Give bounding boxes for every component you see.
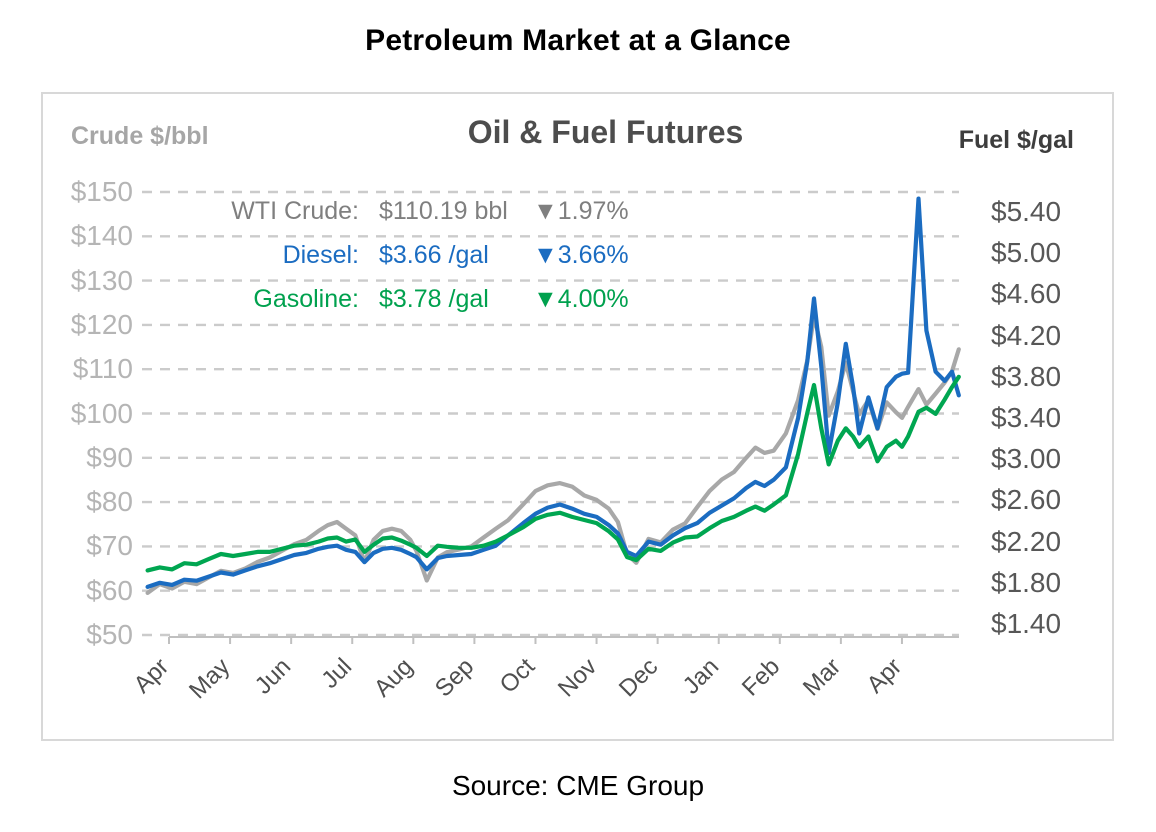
legend-value-diesel: $3.66 /gal <box>379 241 489 269</box>
source-caption: Source: CME Group <box>451 770 705 801</box>
legend-value-wti-crude: $110.19 bbl <box>379 197 508 225</box>
legend-change-gasoline: ▼4.00% <box>533 285 629 313</box>
line-chart-plot <box>142 190 961 644</box>
left-axis-tick-label: $150 <box>70 176 133 207</box>
right-axis-tick-label: $5.00 <box>991 237 1062 269</box>
right-axis-tick-label: $3.00 <box>991 443 1062 475</box>
right-axis-tick-label: $2.60 <box>991 484 1062 516</box>
left-axis-tick-label: $50 <box>86 619 133 650</box>
left-axis-tick-label: $70 <box>86 530 133 562</box>
right-axis-tick-label: $3.40 <box>991 402 1062 433</box>
left-axis-tick-label: $100 <box>70 397 133 429</box>
left-axis-tick-label: $120 <box>70 308 133 340</box>
legend-label-wti-crude: WTI Crude: <box>231 197 359 225</box>
left-axis-tick-label: $60 <box>86 574 133 606</box>
right-axis-title: Fuel $/gal <box>958 126 1074 154</box>
left-axis-tick-label: $130 <box>70 264 133 296</box>
left-axis-tick-label: $90 <box>86 441 133 473</box>
legend-change-diesel: ▼3.66% <box>533 241 629 269</box>
legend-label-diesel: Diesel: <box>282 241 359 269</box>
right-axis-tick-label: $4.60 <box>991 278 1062 310</box>
legend-label-gasoline: Gasoline: <box>253 285 359 313</box>
left-axis-title: Crude $/bbl <box>71 122 209 150</box>
series-line-diesel <box>145 196 961 589</box>
right-axis-tick-label: $2.20 <box>991 525 1062 557</box>
legend-value-gasoline: $3.78 /gal <box>379 285 489 313</box>
chart-title: Oil & Fuel Futures <box>467 114 744 150</box>
right-axis-tick-label: $1.80 <box>991 566 1062 598</box>
right-axis-tick-label: $1.40 <box>991 608 1062 639</box>
right-axis-tick-label: $3.80 <box>991 360 1062 392</box>
legend-change-wti-crude: ▼1.97% <box>533 197 629 225</box>
page-title: Petroleum Market at a Glance <box>365 24 791 57</box>
series-line-gasoline <box>145 374 961 573</box>
left-axis-tick-label: $80 <box>86 486 133 518</box>
right-axis-tick-label: $5.40 <box>991 196 1062 227</box>
left-axis-tick-label: $110 <box>72 353 133 385</box>
chart-card: Crude $/bbl Oil & Fuel Futures Fuel $/ga… <box>41 92 1114 741</box>
left-axis-tick-label: $140 <box>70 220 133 252</box>
right-axis-tick-label: $4.20 <box>991 319 1062 351</box>
chart-legend: WTI Crude: $110.19 bbl ▼1.97% Diesel: $3.66 … <box>183 197 629 313</box>
